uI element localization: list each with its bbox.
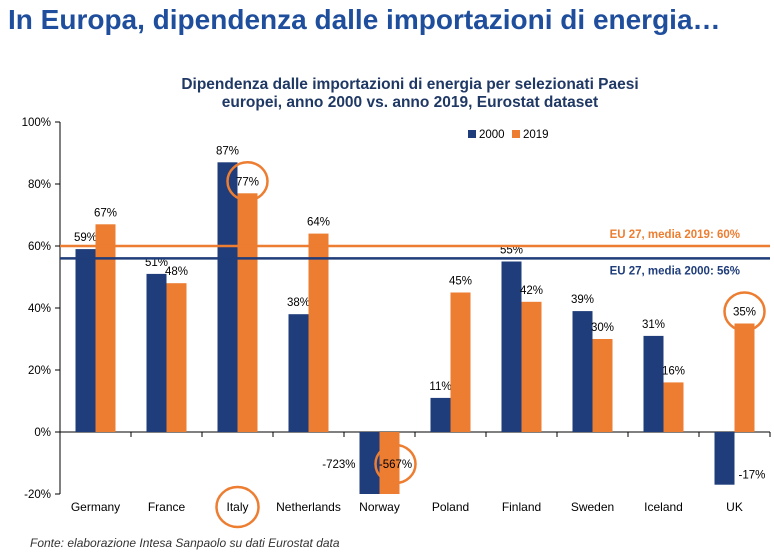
category-label-finland: Finland [502,500,541,514]
bar-poland-2019 [450,292,471,432]
source-note: Fonte: elaborazione Intesa Sanpaolo su d… [30,536,340,550]
data-label-poland-2000: 11% [429,381,451,393]
data-label-france-2000: 51% [145,257,168,269]
category-label-france: France [148,500,186,514]
chart-title-line-2: europei, anno 2000 vs. anno 2019, Eurost… [221,94,599,111]
chart-title-line-1: Dipendenza dalle importazioni di energia… [181,76,639,93]
data-label-norway-2000: -723% [322,459,355,471]
bar-uk-2000 [714,432,735,485]
y-tick-label: 80% [28,179,51,191]
bar-poland-2000 [430,397,451,432]
y-tick-label: -20% [24,489,51,501]
highlight-circle-italy-label [215,485,260,529]
data-label-iceland-2000: 31% [642,319,665,331]
data-label-france-2019: 48% [165,266,188,278]
data-label-finland-2019: 42% [520,285,543,297]
bar-iceland-2000 [643,335,664,432]
data-label-netherlands-2000: 38% [287,297,310,309]
legend-label-2019: 2019 [523,129,549,141]
y-tick-label: 40% [28,303,51,315]
data-label-sweden-2019: 30% [591,322,614,334]
bar-italy-2000 [217,162,238,433]
bar-france-2019 [166,283,187,432]
bar-germany-2019 [95,224,116,432]
category-label-italy: Italy [226,500,248,514]
bar-france-2000 [146,273,167,432]
legend-swatch-2019 [512,130,520,138]
legend-label-2000: 2000 [479,129,505,141]
bar-iceland-2019 [663,382,684,432]
category-label-sweden: Sweden [571,500,614,514]
page-title: In Europa, dipendenza dalle importazioni… [8,4,721,35]
y-tick-label: 0% [34,427,51,439]
bar-finland-2019 [521,301,542,432]
data-label-uk-2000: -17% [739,470,766,482]
highlight-circle-italy [226,161,269,202]
data-label-finland-2000: 55% [500,245,523,257]
category-label-germany: Germany [71,500,120,514]
data-label-sweden-2000: 39% [571,294,594,306]
legend-swatch-2000 [468,130,476,138]
data-label-germany-2000: 59% [74,232,97,244]
category-label-iceland: Iceland [644,500,683,514]
category-label-uk: UK [726,500,743,514]
chart-title: Dipendenza dalle importazioni di energia… [90,76,730,112]
bar-netherlands-2019 [308,233,329,432]
data-label-iceland-2019: 16% [662,365,685,377]
bar-norway-2000 [359,432,380,494]
reference-label-2000: EU 27, media 2000: 56% [610,265,740,277]
data-label-germany-2019: 67% [94,207,117,219]
highlight-circle-uk [723,291,766,332]
y-tick-label: 100% [22,117,51,129]
bar-finland-2000 [501,261,522,432]
bar-sweden-2000 [572,311,593,432]
y-tick-label: 60% [28,241,51,253]
y-tick-label: 20% [28,365,51,377]
reference-label-2019: EU 27, media 2019: 60% [610,229,740,241]
highlight-circle-norway [374,443,417,485]
bar-uk-2019 [734,323,755,432]
bar-italy-2019 [237,193,258,432]
bar-sweden-2019 [592,339,613,432]
bar-netherlands-2000 [288,314,309,432]
data-label-norway-2019: -567% [379,459,412,471]
bar-germany-2000 [75,249,96,432]
data-label-uk-2019: 35% [733,307,756,319]
data-label-italy-2019: 77% [236,176,259,188]
category-label-norway: Norway [359,500,400,514]
data-label-netherlands-2019: 64% [307,217,330,229]
data-label-poland-2019: 45% [449,276,472,288]
category-label-poland: Poland [432,500,469,514]
category-label-netherlands: Netherlands [276,500,341,514]
bar-chart: -20% 0% 20% 40% 60% 80% 100% 59% 67% Germany 51%48… [22,117,771,529]
data-label-italy-2000: 87% [216,145,239,157]
